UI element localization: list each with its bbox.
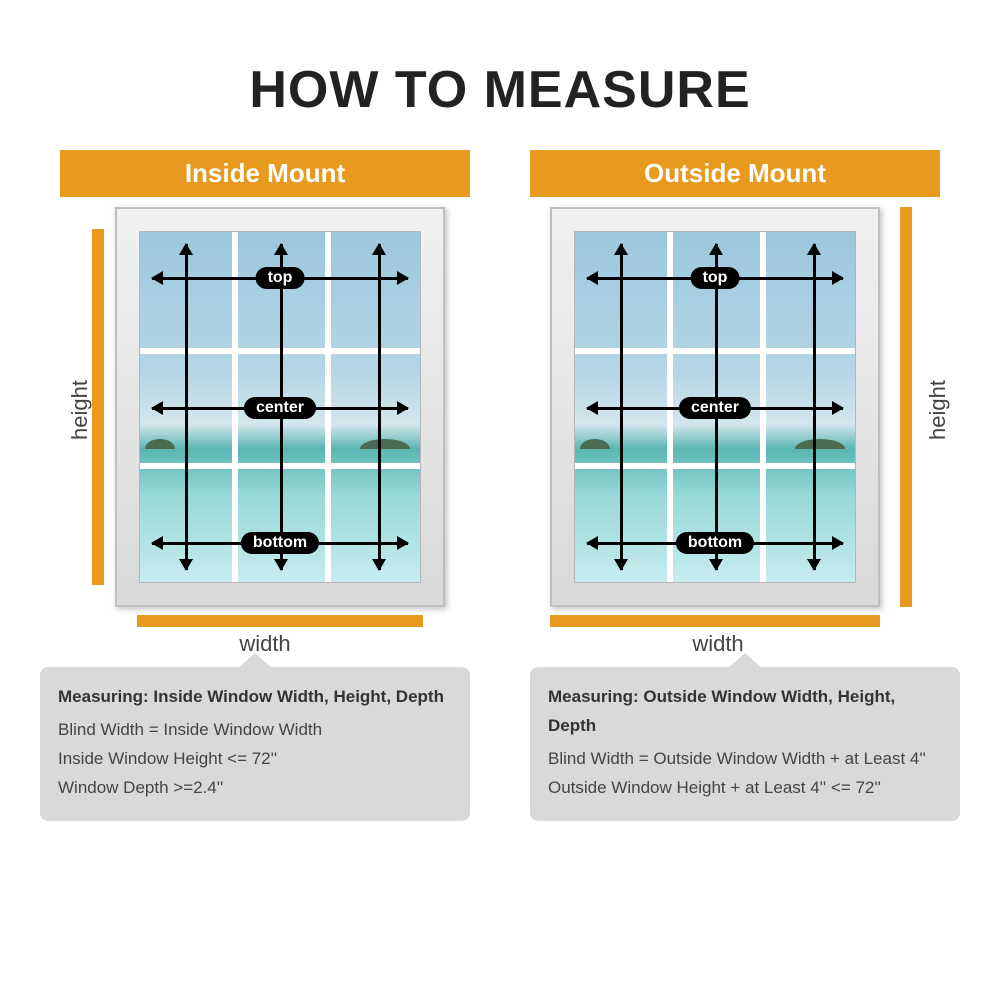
guide-width-inside xyxy=(137,615,423,627)
info-title-outside: Measuring: Outside Window Width, Height,… xyxy=(548,683,942,741)
guide-height-outside xyxy=(900,207,912,607)
panel-inside: Inside Mount height xyxy=(60,150,470,657)
window-inside: top center bottom xyxy=(115,207,445,607)
pill-center-inside: center xyxy=(244,397,316,419)
page-title: HOW TO MEASURE xyxy=(0,0,1000,120)
info-outside: Measuring: Outside Window Width, Height,… xyxy=(530,667,960,821)
window-outside: top center bottom xyxy=(550,207,880,607)
label-height-inside: height xyxy=(67,380,93,440)
pill-bottom-outside: bottom xyxy=(676,532,754,554)
guide-width-outside xyxy=(550,615,880,627)
label-height-outside: height xyxy=(925,380,951,440)
panel-header-outside: Outside Mount xyxy=(530,150,940,197)
figure-inside: height xyxy=(60,207,470,657)
info-inside: Measuring: Inside Window Width, Height, … xyxy=(40,667,470,821)
pill-top-inside: top xyxy=(256,267,305,289)
panel-outside: Outside Mount height xyxy=(530,150,940,657)
info-line: Outside Window Height + at Least 4'' <= … xyxy=(548,774,942,803)
window-glass-outside: top center bottom xyxy=(574,231,856,583)
panels-row: Inside Mount height xyxy=(0,150,1000,657)
info-title-inside: Measuring: Inside Window Width, Height, … xyxy=(58,683,452,712)
guide-height-inside xyxy=(92,229,104,585)
figure-outside: height top center b xyxy=(530,207,940,657)
pill-top-outside: top xyxy=(691,267,740,289)
window-glass-inside: top center bottom xyxy=(139,231,421,583)
pill-center-outside: center xyxy=(679,397,751,419)
arrow-v3-inside xyxy=(378,244,381,570)
info-line: Blind Width = Outside Window Width + at … xyxy=(548,745,942,774)
info-line: Window Depth >=2.4'' xyxy=(58,774,452,803)
info-row: Measuring: Inside Window Width, Height, … xyxy=(0,667,1000,821)
label-width-outside: width xyxy=(496,631,940,657)
arrow-v1-outside xyxy=(620,244,623,570)
arrow-v3-outside xyxy=(813,244,816,570)
info-line: Inside Window Height <= 72'' xyxy=(58,745,452,774)
panel-header-inside: Inside Mount xyxy=(60,150,470,197)
arrow-v1-inside xyxy=(185,244,188,570)
pill-bottom-inside: bottom xyxy=(241,532,319,554)
info-line: Blind Width = Inside Window Width xyxy=(58,716,452,745)
